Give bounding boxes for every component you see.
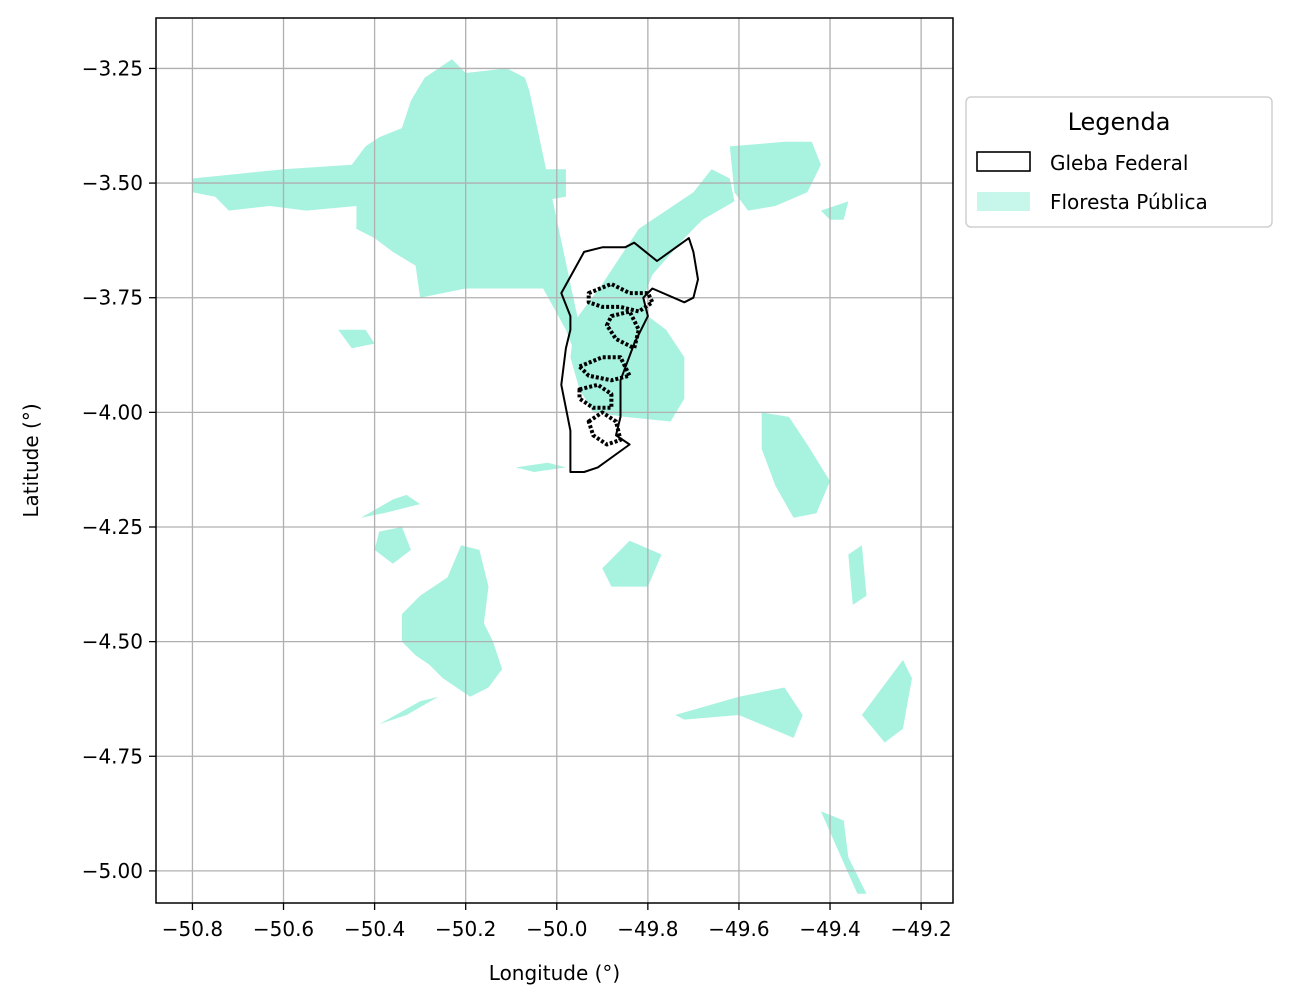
- x-tick-label: −50.2: [435, 917, 496, 941]
- x-tick-label: −50.4: [344, 917, 405, 941]
- y-tick-label: −3.75: [82, 286, 143, 310]
- y-tick-label: −4.50: [82, 630, 143, 654]
- x-tick-label: −49.2: [890, 917, 951, 941]
- y-axis-label: Latitude (°): [19, 403, 43, 517]
- y-tick-label: −4.75: [82, 744, 143, 768]
- x-tick-label: −50.8: [162, 917, 223, 941]
- legend-label-floresta-publica: Floresta Pública: [1050, 190, 1208, 214]
- x-tick-label: −49.8: [617, 917, 678, 941]
- x-tick-label: −50.6: [253, 917, 314, 941]
- legend-swatch-floresta-publica: [977, 192, 1030, 211]
- legend: Legenda Gleba Federal Floresta Pública: [966, 97, 1272, 227]
- legend-label-gleba-federal: Gleba Federal: [1050, 151, 1188, 175]
- y-tick-label: −4.25: [82, 515, 143, 539]
- x-tick-label: −49.6: [708, 917, 769, 941]
- y-tick-label: −3.25: [82, 56, 143, 80]
- y-tick-label: −4.00: [82, 400, 143, 424]
- x-tick-label: −49.4: [799, 917, 860, 941]
- y-tick-label: −5.00: [82, 859, 143, 883]
- legend-title: Legenda: [1068, 108, 1171, 136]
- x-axis-label: Longitude (°): [489, 961, 620, 985]
- x-tick-label: −50.0: [526, 917, 587, 941]
- legend-swatch-gleba-federal: [977, 152, 1030, 171]
- y-tick-label: −3.50: [82, 171, 143, 195]
